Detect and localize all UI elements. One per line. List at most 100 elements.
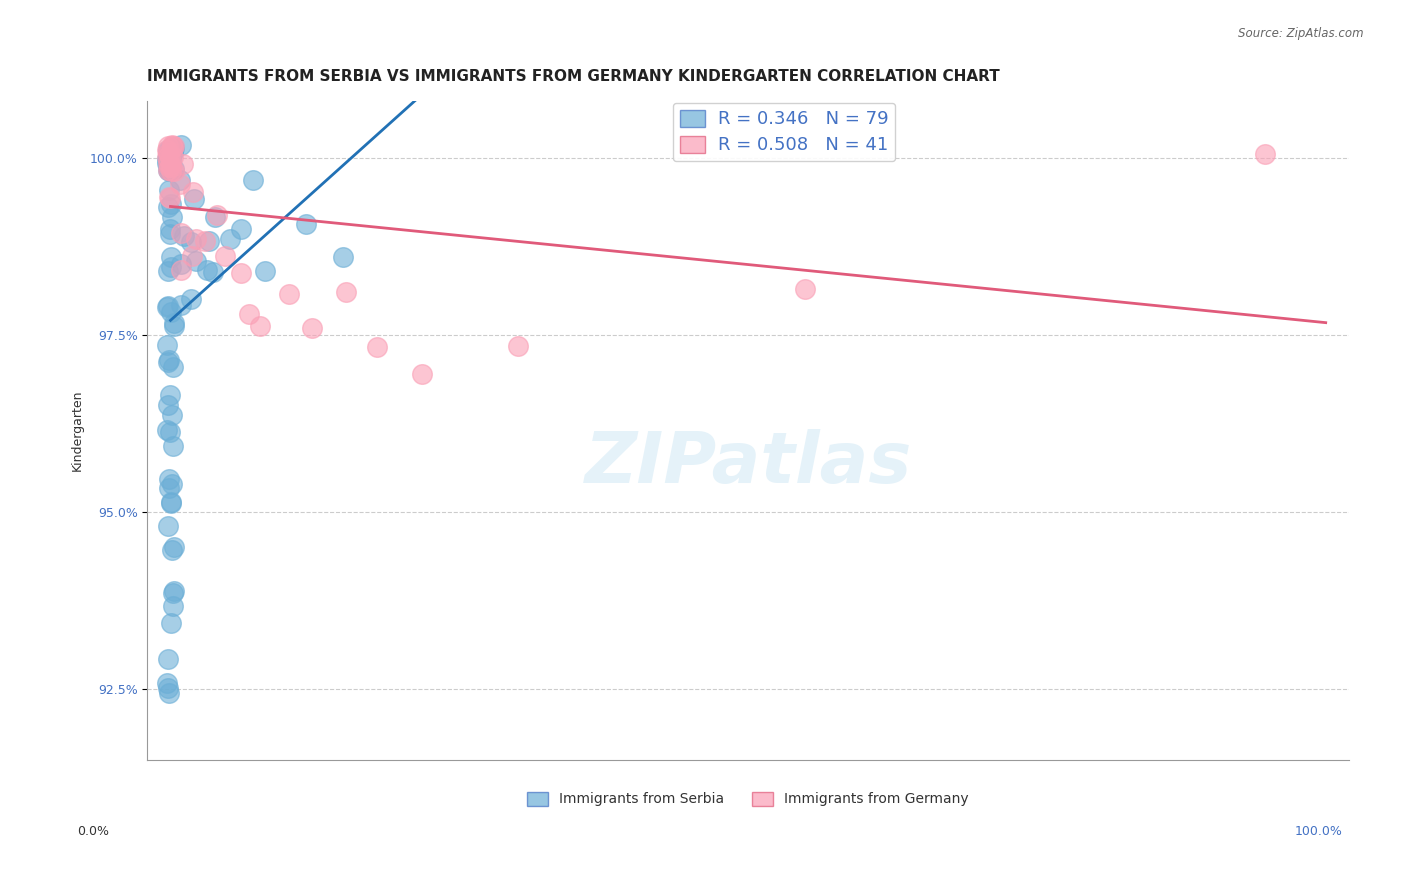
Point (156, 398, 179, 412)
Point (160, 304, 183, 318)
Point (157, 149, 180, 163)
Text: ZIPatlas: ZIPatlas (585, 429, 912, 498)
Legend: Immigrants from Serbia, Immigrants from Germany: Immigrants from Serbia, Immigrants from … (522, 786, 974, 812)
Point (157, 519, 180, 533)
Point (180, 249, 202, 263)
Point (238, 307, 260, 321)
Text: 100.0%: 100.0% (1295, 825, 1343, 838)
Point (229, 266, 252, 280)
Point (159, 494, 181, 508)
Point (162, 145, 184, 159)
Point (202, 264, 225, 278)
Point (162, 211, 184, 225)
Point (156, 676, 179, 690)
Point (159, 151, 181, 165)
Point (157, 686, 180, 700)
Point (156, 651, 179, 665)
Point (156, 150, 179, 164)
Point (170, 137, 193, 152)
Point (157, 139, 180, 153)
Point (159, 387, 181, 401)
Point (332, 250, 354, 264)
Point (242, 172, 264, 186)
Point (159, 260, 181, 274)
Point (160, 139, 183, 153)
Point (184, 254, 207, 268)
Point (163, 319, 186, 334)
Point (366, 340, 388, 354)
Point (194, 234, 217, 248)
Point (159, 425, 181, 440)
Point (169, 298, 191, 312)
Point (163, 161, 186, 176)
Point (160, 160, 183, 174)
Y-axis label: Kindergarten: Kindergarten (72, 390, 84, 471)
Point (278, 286, 301, 301)
Point (157, 299, 180, 313)
Point (160, 197, 183, 211)
Point (156, 143, 179, 157)
Point (157, 156, 180, 170)
Point (170, 257, 193, 271)
Text: Source: ZipAtlas.com: Source: ZipAtlas.com (1239, 27, 1364, 40)
Point (173, 228, 195, 243)
Point (162, 542, 184, 557)
Point (157, 189, 180, 203)
Point (162, 359, 184, 374)
Text: 0.0%: 0.0% (77, 825, 110, 838)
Point (156, 156, 179, 170)
Point (159, 496, 181, 510)
Point (411, 368, 433, 382)
Point (335, 285, 357, 299)
Point (163, 540, 186, 554)
Point (160, 158, 183, 172)
Point (159, 221, 181, 235)
Point (157, 160, 180, 174)
Point (508, 339, 530, 353)
Point (157, 146, 180, 161)
Point (197, 235, 219, 249)
Point (214, 250, 236, 264)
Point (794, 282, 817, 296)
Point (159, 161, 181, 176)
Point (156, 355, 179, 369)
Point (219, 232, 242, 246)
Point (231, 222, 253, 236)
Point (169, 173, 191, 187)
Point (181, 185, 204, 199)
Point (156, 200, 179, 214)
Point (157, 681, 180, 696)
Point (170, 263, 193, 277)
Point (157, 162, 180, 177)
Point (180, 293, 202, 307)
Point (157, 148, 180, 162)
Point (169, 226, 191, 240)
Point (157, 472, 180, 486)
Point (156, 152, 179, 166)
Point (160, 615, 183, 630)
Point (162, 316, 184, 330)
Point (157, 144, 180, 158)
Point (157, 163, 180, 178)
Point (157, 264, 180, 278)
Point (162, 164, 184, 178)
Point (204, 211, 226, 225)
Point (162, 140, 184, 154)
Point (160, 147, 183, 161)
Point (162, 150, 184, 164)
Point (159, 150, 181, 164)
Point (253, 264, 276, 278)
Point (159, 153, 181, 167)
Point (180, 235, 202, 249)
Point (160, 155, 183, 169)
Point (160, 140, 183, 154)
Point (159, 227, 181, 241)
Point (162, 599, 184, 613)
Point (157, 164, 180, 178)
Point (157, 352, 180, 367)
Point (162, 583, 184, 598)
Point (162, 145, 184, 159)
Point (249, 318, 271, 333)
Point (160, 147, 183, 161)
Point (157, 182, 180, 196)
